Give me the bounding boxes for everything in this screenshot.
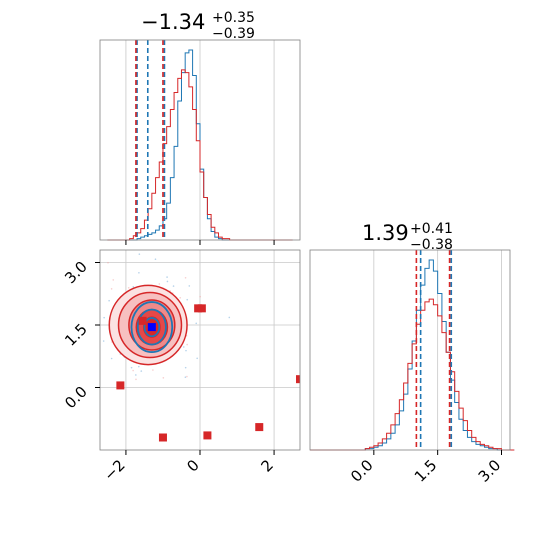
br-hist-series-1 bbox=[310, 298, 515, 451]
bl-sample-point bbox=[158, 283, 161, 285]
bl-tick-label-y: 1.5 bbox=[61, 320, 91, 350]
bl-red-square-marker bbox=[158, 433, 167, 442]
br-tick-label-x: 1.5 bbox=[411, 456, 441, 486]
bl-sample-point bbox=[108, 299, 110, 302]
title-bottom-right: 1.39 +0.41 −0.38 bbox=[362, 221, 453, 253]
bl-red-square-marker bbox=[255, 423, 264, 432]
title-bottom-right-value: 1.39 bbox=[362, 221, 409, 245]
bl-sample-point bbox=[138, 253, 141, 255]
title-bottom-right-plus: +0.41 bbox=[410, 221, 453, 237]
bl-sample-point bbox=[179, 297, 182, 299]
bl-sample-point bbox=[185, 349, 187, 352]
bl-sample-point bbox=[102, 340, 105, 342]
bl-sample-point bbox=[186, 298, 189, 301]
bl-sample-point bbox=[199, 295, 201, 298]
bl-sample-point bbox=[127, 286, 130, 289]
bl-sample-point bbox=[184, 366, 187, 369]
bl-sample-point bbox=[166, 280, 169, 283]
bl-blue-contour-2 bbox=[143, 317, 161, 338]
bl-sample-point bbox=[107, 261, 109, 264]
bl-sample-point bbox=[188, 285, 191, 287]
bl-sample-point bbox=[94, 401, 96, 403]
bl-red-square-marker bbox=[203, 431, 212, 440]
bl-sample-point bbox=[112, 279, 115, 281]
bl-sample-point bbox=[135, 378, 137, 381]
bl-sample-point bbox=[135, 374, 137, 376]
title-top-left-minus: −0.39 bbox=[212, 26, 255, 42]
br-tick-label-x: 0.0 bbox=[347, 456, 377, 486]
bl-tick-label-x: −2 bbox=[100, 456, 128, 484]
bl-sample-point bbox=[182, 346, 185, 348]
panel-top-left: −1.34 +0.35 −0.39 bbox=[99, 10, 301, 245]
bl-blue-contour-1 bbox=[136, 308, 167, 346]
bl-sample-point bbox=[110, 288, 113, 290]
bl-sample-point bbox=[152, 369, 154, 371]
br-tick-label-x: 3.0 bbox=[475, 456, 505, 486]
panel-bottom-right: 1.39 +0.41 −0.38 0.0 1.5 3.0 bbox=[309, 221, 515, 486]
bl-sample-point bbox=[162, 377, 165, 379]
bl-sample-point bbox=[228, 316, 231, 319]
panel-bottom-left: −2 0 2 0.0 1.5 3.0 bbox=[61, 249, 301, 484]
bl-sample-point bbox=[196, 357, 198, 360]
contours-bottom-left bbox=[94, 253, 300, 442]
bl-sample-point bbox=[138, 271, 140, 274]
bl-sample-point bbox=[103, 316, 105, 319]
quantile-lines-top-left bbox=[135, 40, 166, 240]
bl-sample-point bbox=[154, 258, 157, 261]
title-top-left-value: −1.34 bbox=[141, 10, 205, 34]
title-bottom-right-minus: −0.38 bbox=[410, 237, 453, 253]
bl-sample-point bbox=[130, 366, 133, 369]
bl-blue-contour-0 bbox=[130, 301, 174, 353]
bl-sample-point bbox=[184, 376, 187, 378]
bl-sample-point bbox=[140, 370, 143, 372]
bl-sample-point bbox=[138, 365, 140, 368]
bl-tick-label-x: 2 bbox=[257, 456, 276, 475]
bl-sample-point bbox=[195, 322, 198, 325]
bl-sample-point bbox=[166, 276, 168, 278]
bl-sample-point bbox=[186, 343, 188, 346]
bl-blue-square-marker bbox=[147, 323, 156, 332]
bl-tick-label-y: 0.0 bbox=[61, 383, 91, 413]
ticks-top-left bbox=[125, 240, 275, 245]
bl-tick-label-x: 0 bbox=[183, 456, 202, 475]
bl-tick-label-y: 3.0 bbox=[61, 258, 91, 288]
bl-sample-point bbox=[172, 285, 175, 287]
title-top-left-plus: +0.35 bbox=[212, 10, 255, 26]
frame-bottom-right bbox=[309, 249, 511, 451]
bl-red-square-marker bbox=[296, 375, 300, 384]
bl-sample-point bbox=[186, 375, 188, 378]
ticks-bottom-right: 0.0 1.5 3.0 bbox=[347, 450, 504, 486]
bl-sample-point bbox=[184, 276, 187, 279]
bl-sample-point bbox=[110, 357, 113, 360]
bl-red-square-marker bbox=[197, 304, 206, 313]
title-top-left: −1.34 +0.35 −0.39 bbox=[141, 10, 255, 42]
bl-sample-point bbox=[132, 369, 134, 372]
bl-sample-point bbox=[132, 286, 135, 288]
histograms-bottom-right bbox=[310, 259, 515, 451]
quantile-lines-bottom-right bbox=[415, 250, 453, 450]
bl-red-square-marker bbox=[138, 316, 147, 325]
bl-red-square-marker bbox=[116, 381, 125, 390]
